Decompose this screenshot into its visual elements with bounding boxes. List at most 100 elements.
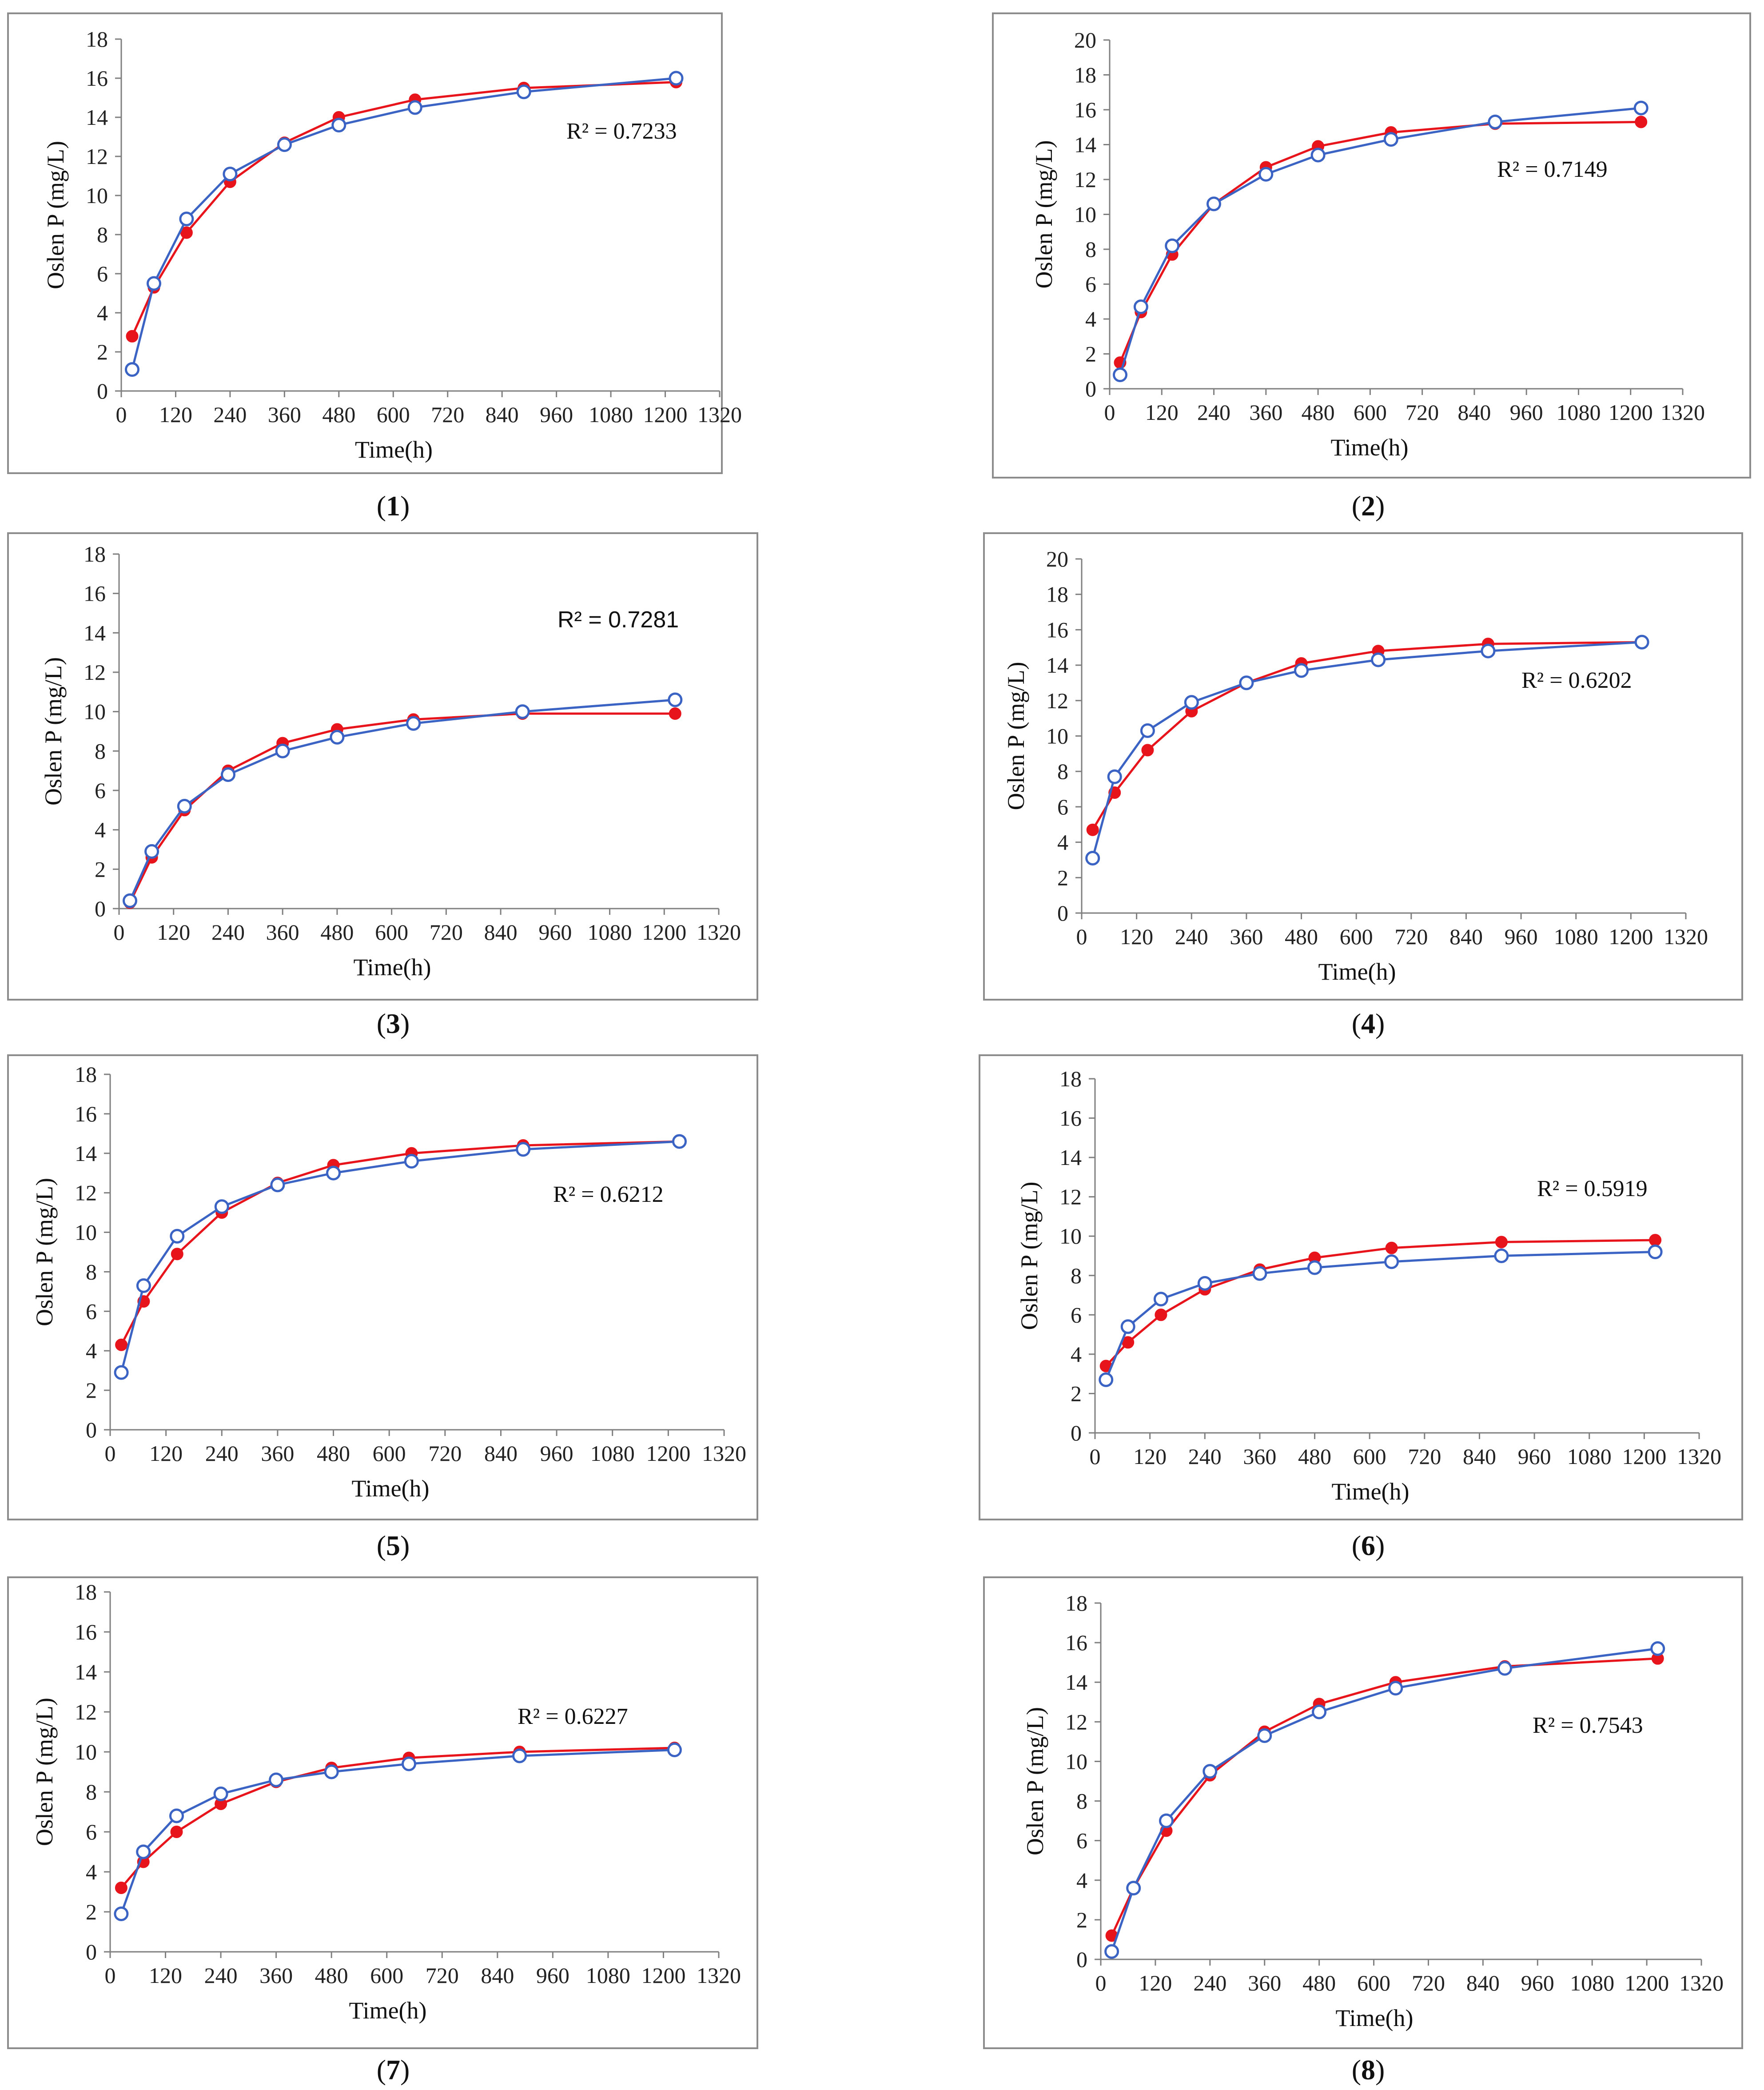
y-tick-label: 8: [86, 1259, 97, 1284]
panel-caption: (8): [1352, 2054, 1385, 2086]
x-axis-title: Time(h): [1331, 1478, 1409, 1505]
y-tick-label: 4: [1085, 307, 1096, 331]
data-point-fitted: [1633, 100, 1649, 116]
y-tick-label: 6: [1071, 1302, 1082, 1327]
chart-panel-6: 0 2 4 6 8 10 12 14 16 18 0 120 240 360 480 600 720 840 960…: [979, 1054, 1743, 1561]
y-tick-label: 6: [97, 261, 108, 286]
r-squared-annotation: R² = 0.7281: [557, 607, 679, 633]
x-tick-label: 1320: [1679, 1970, 1724, 1995]
x-tick-label: 1080: [590, 1441, 635, 1466]
x-tick-label: 960: [1505, 924, 1538, 949]
x-axis-title: Time(h): [353, 954, 431, 981]
x-tick-label: 480: [317, 1441, 350, 1466]
data-point-fitted: [1085, 851, 1100, 866]
y-tick-label: 0: [97, 379, 108, 403]
y-tick-label: 18: [75, 1579, 97, 1604]
x-axis-title: Time(h): [355, 436, 433, 463]
x-tick-label: 120: [1145, 400, 1179, 425]
data-point-fitted: [125, 362, 139, 377]
y-tick-label: 18: [86, 27, 108, 52]
x-tick-label: 1080: [1570, 1970, 1614, 1995]
x-tick-label: 0: [105, 1963, 116, 1988]
x-tick-label: 360: [1230, 924, 1263, 949]
y-tick-label: 2: [86, 1899, 97, 1924]
data-point-fitted: [1497, 1661, 1512, 1676]
x-tick-label: 0: [1104, 400, 1115, 425]
x-tick-label: 840: [1466, 1970, 1500, 1995]
data-point-fitted: [1197, 1276, 1212, 1291]
x-tick-label: 1200: [1609, 400, 1653, 425]
x-tick-label: 960: [538, 920, 572, 945]
panel-caption: (1): [377, 490, 410, 522]
y-tick-label: 16: [1065, 1630, 1087, 1655]
y-tick-label: 16: [1046, 617, 1068, 642]
y-tick-label: 4: [86, 1859, 97, 1884]
x-tick-label: 840: [484, 1441, 518, 1466]
y-tick-label: 16: [75, 1619, 97, 1644]
x-tick-label: 720: [1412, 1970, 1445, 1995]
x-tick-label: 0: [114, 920, 125, 945]
x-axis-title: Time(h): [1330, 434, 1408, 461]
x-tick-label: 360: [1243, 1444, 1276, 1469]
data-point-fitted: [275, 743, 290, 758]
x-tick-label: 240: [213, 402, 247, 427]
data-point-fitted: [512, 1748, 527, 1763]
y-tick-label: 8: [1085, 237, 1096, 262]
x-axis-title: Time(h): [351, 1475, 429, 1502]
data-point-fitted: [1634, 634, 1649, 650]
data-point-observed: [1141, 744, 1154, 757]
data-point-fitted: [136, 1844, 151, 1859]
y-tick-label: 16: [84, 581, 106, 606]
x-tick-label: 960: [536, 1963, 569, 1988]
y-tick-label: 18: [1059, 1066, 1082, 1091]
data-point-observed: [115, 1882, 127, 1894]
data-point-fitted: [516, 84, 531, 100]
y-tick-label: 18: [1074, 63, 1096, 88]
y-tick-label: 14: [75, 1659, 97, 1684]
x-tick-label: 360: [1249, 400, 1282, 425]
x-tick-label: 240: [1197, 400, 1230, 425]
y-tick-label: 2: [1076, 1907, 1087, 1932]
x-tick-label: 960: [1518, 1444, 1551, 1469]
x-tick-label: 840: [484, 920, 518, 945]
r-squared-annotation: R² = 0.6227: [518, 1704, 628, 1729]
x-axis-title: Time(h): [349, 1997, 426, 2024]
x-tick-label: 720: [426, 1963, 459, 1988]
x-tick-label: 1080: [588, 920, 632, 945]
chart-panel-1: 0 2 4 6 8 10 12 14 16 18 0 120 240 360 480 600 720 840 960…: [7, 12, 742, 522]
data-point-fitted: [515, 704, 530, 719]
data-point-fitted: [147, 276, 161, 291]
data-point-fitted: [1159, 1813, 1174, 1828]
x-tick-label: 720: [1406, 400, 1439, 425]
y-tick-label: 2: [97, 339, 108, 364]
y-tick-label: 0: [86, 1417, 97, 1442]
y-axis-title: Oslen P (mg/L): [40, 657, 67, 806]
data-point-fitted: [169, 1808, 184, 1823]
data-point-fitted: [672, 1134, 687, 1149]
data-point-fitted: [1384, 1254, 1399, 1269]
x-tick-label: 840: [1457, 400, 1491, 425]
data-point-fitted: [170, 1228, 185, 1244]
y-tick-label: 20: [1046, 546, 1068, 571]
data-point-observed: [1635, 116, 1648, 128]
y-tick-label: 10: [1046, 724, 1068, 749]
x-tick-label: 120: [159, 402, 192, 427]
y-tick-label: 8: [95, 738, 106, 763]
y-tick-label: 12: [86, 144, 108, 169]
data-point-fitted: [331, 118, 346, 133]
data-point-observed: [1495, 1236, 1508, 1248]
x-axis-title: Time(h): [1335, 2005, 1413, 2031]
data-point-fitted: [1099, 1372, 1114, 1387]
x-tick-label: 1320: [697, 402, 742, 427]
chart-panel-8: 0 2 4 6 8 10 12 14 16 18 0 120 240 360 480 600 720 840 960…: [983, 1576, 1743, 2086]
data-point-fitted: [1488, 115, 1503, 129]
x-tick-label: 1200: [1609, 924, 1653, 949]
data-point-fitted: [177, 799, 192, 814]
y-tick-label: 8: [1057, 759, 1068, 784]
data-point-fitted: [144, 844, 159, 859]
data-point-fitted: [1310, 148, 1326, 163]
y-tick-label: 10: [86, 183, 108, 208]
r-squared-annotation: R² = 0.7233: [566, 119, 677, 144]
x-tick-label: 1320: [1664, 924, 1708, 949]
x-tick-label: 240: [1193, 1970, 1226, 1995]
